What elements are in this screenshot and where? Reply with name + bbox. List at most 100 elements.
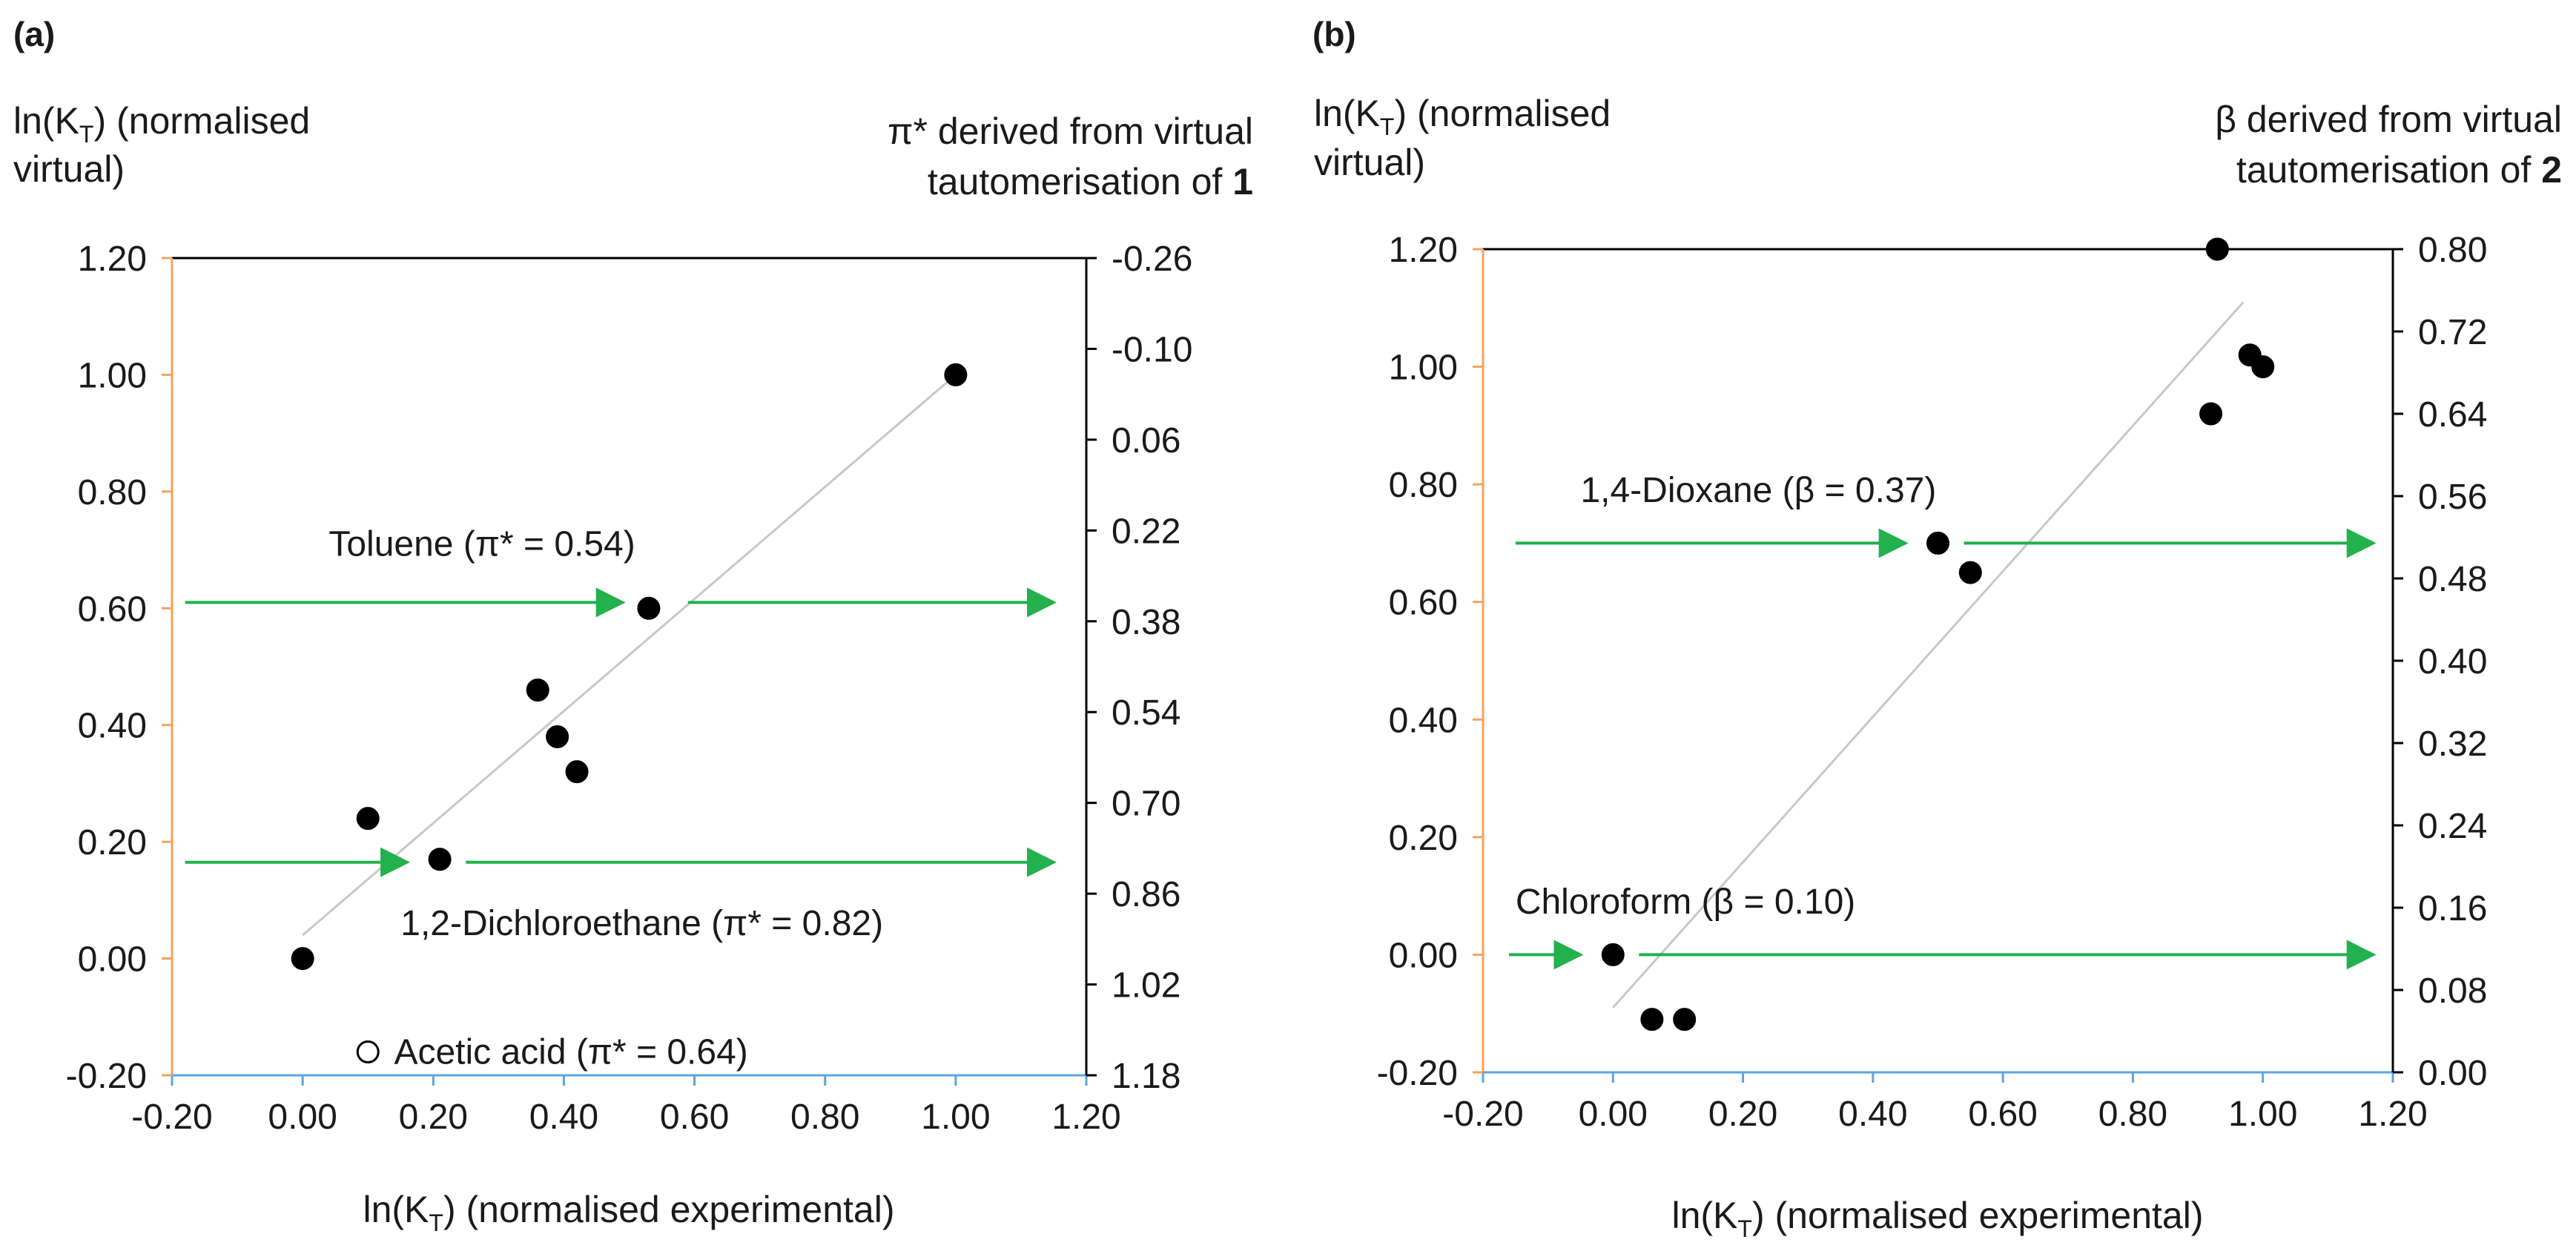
panel-b-right-ticks: 0.00 0.08 0.16 0.24 0.32 0.40 0.48 0.56 0.64 0.72…	[2393, 231, 2487, 1093]
data-point	[944, 363, 968, 386]
right-tick-label: -0.10	[1112, 330, 1192, 369]
data-point	[2251, 355, 2275, 379]
right-tick-label: 0.86	[1112, 875, 1180, 914]
panel-a-arrows	[185, 587, 1057, 877]
x-tick-label: 0.80	[2098, 1095, 2167, 1134]
y-tick-label: 1.20	[1389, 231, 1458, 270]
panel-a-y-ticks: -0.20 0.00 0.20 0.40 0.60 0.80 1.00 1.20	[66, 240, 172, 1096]
panel-b-right-axis-title-line2: tautomerisation of 2	[2236, 149, 2562, 191]
right-tick-label: 0.16	[2418, 889, 2487, 928]
right-tick-label: 0.64	[2418, 395, 2487, 435]
y-tick-label: 0.00	[1389, 936, 1458, 975]
solvent-annotation: Toluene (π* = 0.54)	[328, 524, 635, 564]
x-tick-label: 0.60	[660, 1098, 729, 1137]
data-point	[546, 725, 569, 748]
panel-b-points	[1601, 237, 2275, 1032]
panel-a-right-axis-title-line1: π* derived from virtual	[888, 110, 1253, 152]
data-point	[1673, 1008, 1697, 1032]
data-point	[526, 678, 549, 702]
right-tick-label: 0.56	[2418, 478, 2487, 517]
right-tick-label: 0.80	[2418, 231, 2487, 270]
x-tick-label: 0.60	[1968, 1095, 2037, 1134]
panel-b: (b) ln(KT) (normalised virtual) β derive…	[1312, 15, 2562, 1242]
y-tick-label: 0.40	[78, 707, 147, 746]
data-point	[291, 947, 314, 971]
right-tick-label: 0.00	[2418, 1054, 2487, 1093]
data-point	[1601, 943, 1625, 966]
right-tick-label: 0.70	[1112, 785, 1180, 824]
y-tick-label: 0.60	[1389, 584, 1458, 623]
data-point	[1958, 561, 1982, 584]
y-tick-label: 1.00	[78, 356, 147, 395]
x-tick-label: 0.00	[1579, 1095, 1648, 1134]
right-tick-label: 0.32	[2418, 725, 2487, 764]
right-tick-label: 0.08	[2418, 971, 2487, 1011]
x-tick-label: 0.00	[268, 1098, 337, 1137]
panel-a-right-axis-title-line2: tautomerisation of 1	[928, 161, 1253, 202]
y-tick-label: 0.80	[1389, 466, 1458, 505]
panel-b-right-axis-title-line1: β derived from virtual	[2215, 99, 2562, 140]
data-point	[356, 807, 380, 831]
panel-a-x-axis-title: ln(KT) (normalised experimental)	[363, 1189, 894, 1236]
data-point	[565, 760, 589, 784]
panel-b-left-axis-title-line1: ln(KT) (normalised	[1314, 93, 1611, 140]
x-tick-label: 0.20	[399, 1098, 468, 1137]
right-tick-label: 0.40	[2418, 642, 2487, 682]
y-tick-label: 0.60	[78, 590, 147, 629]
panel-a-fit-line	[302, 374, 957, 937]
panel-b-x-axis-title: ln(KT) (normalised experimental)	[1671, 1195, 2203, 1242]
solvent-annotation: Acetic acid (π* = 0.64)	[394, 1032, 747, 1072]
solvent-annotation: 1,4-Dioxane (β = 0.37)	[1580, 471, 1936, 510]
right-tick-label: 1.02	[1112, 966, 1180, 1006]
panel-a-label: (a)	[13, 15, 55, 53]
y-tick-label: 1.20	[78, 240, 147, 279]
right-tick-label: 0.22	[1112, 512, 1180, 551]
right-tick-label: 0.48	[2418, 560, 2487, 599]
right-tick-label: 0.38	[1112, 603, 1180, 642]
panel-b-arrows	[1509, 528, 2377, 970]
solvent-annotation: Chloroform (β = 0.10)	[1516, 882, 1855, 922]
y-tick-label: -0.20	[66, 1057, 147, 1096]
right-tick-label: -0.26	[1112, 240, 1192, 279]
panel-a: (a) ln(KT) (normalised virtual) π* deriv…	[13, 15, 1253, 1236]
panel-a-left-axis-title-line1: ln(KT) (normalised	[13, 100, 310, 148]
panel-b-label: (b)	[1312, 15, 1356, 53]
right-tick-label: 0.24	[2418, 807, 2487, 846]
x-tick-label: 0.40	[1838, 1095, 1907, 1134]
y-tick-label: 0.20	[1389, 819, 1458, 858]
data-point	[1926, 531, 1949, 555]
right-tick-label: 1.18	[1112, 1057, 1180, 1096]
y-tick-label: 1.00	[1389, 349, 1458, 388]
x-tick-label: 0.40	[529, 1098, 598, 1137]
data-point-open	[356, 1040, 380, 1064]
panel-a-annotations: Toluene (π* = 0.54) 1,2-Dichloroethane (π…	[328, 524, 883, 1072]
panel-a-points	[291, 363, 968, 1064]
data-point	[1640, 1008, 1664, 1032]
solvent-annotation: 1,2-Dichloroethane (π* = 0.82)	[400, 904, 883, 943]
panel-a-right-ticks: 1.18 1.02 0.86 0.70 0.54 0.38 0.22 0.06 -0.10 -0.…	[1086, 240, 1192, 1096]
x-tick-label: 0.20	[1708, 1095, 1777, 1134]
x-tick-label: -0.20	[1442, 1095, 1523, 1134]
x-tick-label: 1.00	[2228, 1095, 2297, 1134]
x-tick-label: 0.80	[790, 1098, 859, 1137]
x-tick-label: -0.20	[131, 1098, 212, 1137]
y-tick-label: -0.20	[1377, 1054, 1458, 1093]
x-tick-label: 1.20	[1051, 1098, 1120, 1137]
panel-b-left-axis-title-line2: virtual)	[1314, 142, 1425, 183]
panel-b-annotations: 1,4-Dioxane (β = 0.37) Chloroform (β = 0.…	[1516, 471, 1937, 922]
y-tick-label: 0.00	[78, 940, 147, 980]
data-point	[2199, 402, 2223, 426]
panel-b-y-ticks: -0.20 0.00 0.20 0.40 0.60 0.80 1.00 1.20	[1377, 231, 1483, 1093]
panel-a-left-axis-title-line2: virtual)	[13, 148, 125, 190]
data-point	[428, 848, 452, 871]
right-tick-label: 0.54	[1112, 693, 1180, 733]
right-tick-label: 0.72	[2418, 313, 2487, 352]
panel-b-fit-line	[1612, 301, 2245, 1009]
y-tick-label: 0.80	[78, 473, 147, 512]
y-tick-label: 0.20	[78, 823, 147, 862]
x-tick-label: 1.20	[2358, 1095, 2427, 1134]
y-tick-label: 0.40	[1389, 701, 1458, 740]
panel-b-x-ticks: -0.20 0.00 0.20 0.40 0.60 0.80 1.00 1.20	[1442, 1072, 2428, 1134]
right-tick-label: 0.06	[1112, 421, 1180, 461]
